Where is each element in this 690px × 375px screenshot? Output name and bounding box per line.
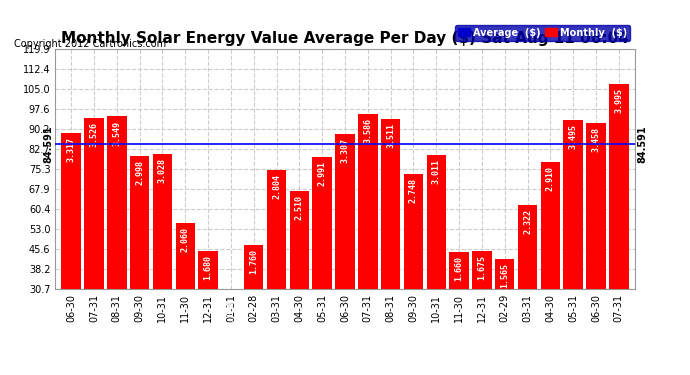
Bar xyxy=(472,251,491,371)
Text: 3.526: 3.526 xyxy=(90,122,99,147)
Bar xyxy=(221,296,241,371)
Bar xyxy=(335,134,355,371)
Text: 2.804: 2.804 xyxy=(272,174,281,199)
Bar xyxy=(199,251,218,371)
Text: 3.549: 3.549 xyxy=(112,120,121,146)
Bar xyxy=(381,119,400,371)
Text: 1.675: 1.675 xyxy=(477,255,486,280)
Bar xyxy=(586,123,606,371)
Text: 3.011: 3.011 xyxy=(432,159,441,184)
Bar xyxy=(244,245,264,371)
Bar xyxy=(290,191,309,371)
Bar xyxy=(518,205,538,371)
Text: 2.998: 2.998 xyxy=(135,160,144,185)
Bar xyxy=(130,156,149,371)
Text: 1.680: 1.680 xyxy=(204,255,213,280)
Bar xyxy=(426,155,446,371)
Text: 3.458: 3.458 xyxy=(591,127,600,152)
Text: Copyright 2012 Cartronics.com: Copyright 2012 Cartronics.com xyxy=(14,39,166,50)
Text: 2.510: 2.510 xyxy=(295,195,304,220)
Text: 1.760: 1.760 xyxy=(249,249,258,274)
Legend: Average  ($), Monthly  ($): Average ($), Monthly ($) xyxy=(455,25,630,40)
Bar xyxy=(175,224,195,371)
Text: 1.048: 1.048 xyxy=(226,300,235,325)
Bar xyxy=(358,114,377,371)
Text: 3.495: 3.495 xyxy=(569,124,578,149)
Bar xyxy=(404,174,423,371)
Text: 3.995: 3.995 xyxy=(614,88,623,114)
Text: 2.060: 2.060 xyxy=(181,228,190,252)
Text: 1.660: 1.660 xyxy=(455,256,464,281)
Bar xyxy=(84,118,103,371)
Text: 3.028: 3.028 xyxy=(158,158,167,183)
Bar xyxy=(267,170,286,371)
Text: 3.317: 3.317 xyxy=(67,137,76,162)
Bar xyxy=(541,162,560,371)
Bar xyxy=(564,120,583,371)
Text: 3.307: 3.307 xyxy=(340,138,350,163)
Bar xyxy=(495,259,515,371)
Text: 84.591: 84.591 xyxy=(637,125,647,163)
Bar xyxy=(107,117,126,371)
Text: 2.748: 2.748 xyxy=(409,178,418,203)
Bar xyxy=(152,154,172,371)
Text: 2.910: 2.910 xyxy=(546,166,555,191)
Title: Monthly Solar Energy Value Average Per Day ($) Sat Aug 11 06:04: Monthly Solar Energy Value Average Per D… xyxy=(61,31,629,46)
Text: 3.511: 3.511 xyxy=(386,123,395,148)
Text: 2.991: 2.991 xyxy=(317,160,326,186)
Text: 3.586: 3.586 xyxy=(364,118,373,143)
Bar xyxy=(609,84,629,371)
Bar xyxy=(313,156,332,371)
Text: 1.565: 1.565 xyxy=(500,263,509,288)
Bar xyxy=(61,133,81,371)
Text: 84.591: 84.591 xyxy=(43,125,53,163)
Text: 2.322: 2.322 xyxy=(523,209,532,234)
Bar xyxy=(449,252,469,371)
